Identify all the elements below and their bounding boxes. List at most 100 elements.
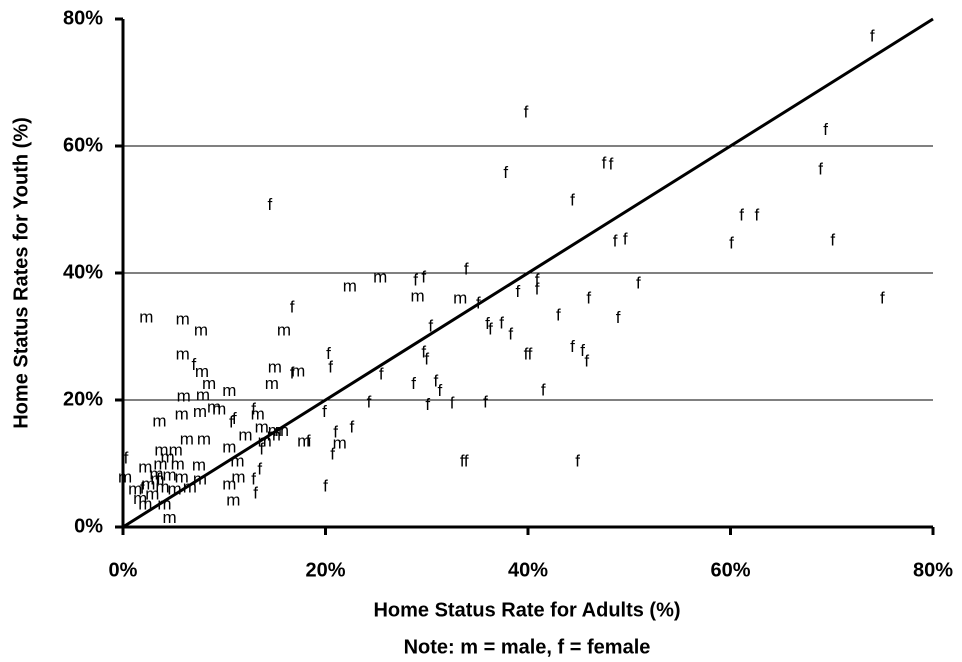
- point: m: [275, 421, 289, 440]
- point: m: [202, 374, 216, 393]
- point: m: [222, 381, 236, 400]
- point: f: [503, 163, 508, 182]
- point: f: [528, 344, 533, 363]
- point: f: [609, 155, 614, 174]
- point: m: [162, 466, 176, 485]
- note: Note: m = male, f = female: [404, 636, 651, 658]
- point: f: [488, 320, 493, 339]
- point: f: [290, 297, 295, 316]
- point: f: [729, 233, 734, 252]
- point: f: [257, 459, 262, 478]
- point: m: [154, 440, 168, 459]
- point: m: [192, 456, 206, 475]
- point: m: [267, 426, 281, 445]
- y-tick-label: 60%: [63, 134, 103, 156]
- point: f: [379, 365, 384, 384]
- point: m: [453, 289, 467, 308]
- point: f: [570, 191, 575, 210]
- point: f: [306, 431, 311, 450]
- point: f: [290, 363, 295, 382]
- point: m: [373, 268, 387, 287]
- point: m: [145, 485, 159, 504]
- y-tick-label: 0%: [74, 515, 103, 537]
- y-tick-label: 40%: [63, 261, 103, 283]
- point: m: [265, 374, 279, 393]
- point: m: [226, 490, 240, 509]
- point: m: [171, 454, 185, 473]
- point: f: [499, 313, 504, 332]
- point: m: [128, 480, 142, 499]
- point: f: [623, 229, 628, 248]
- point: f: [616, 308, 621, 327]
- point: f: [232, 409, 237, 428]
- point: f: [323, 476, 328, 495]
- point: f: [411, 374, 416, 393]
- point: m: [268, 421, 282, 440]
- point: f: [818, 160, 823, 179]
- point: f: [424, 349, 429, 368]
- point: f: [823, 120, 828, 139]
- point: f: [413, 271, 418, 290]
- point: m: [133, 489, 147, 508]
- point: f: [251, 469, 256, 488]
- point: m: [277, 320, 291, 339]
- point: m: [411, 287, 425, 306]
- point: m: [251, 405, 265, 424]
- point: m: [118, 468, 132, 487]
- point: m: [183, 478, 197, 497]
- point: f: [192, 355, 197, 374]
- point: m: [291, 362, 305, 381]
- point: m: [258, 431, 272, 450]
- point: m: [162, 508, 176, 527]
- x-tick-label: 20%: [305, 559, 345, 581]
- point: f: [754, 205, 759, 224]
- point: m: [160, 447, 174, 466]
- point: f: [556, 306, 561, 325]
- point: m: [222, 475, 236, 494]
- y-tick-label: 80%: [63, 7, 103, 29]
- point: m: [194, 320, 208, 339]
- point: m: [222, 438, 236, 457]
- point: m: [168, 480, 182, 499]
- point: f: [584, 351, 589, 370]
- point: f: [524, 344, 529, 363]
- point: f: [464, 452, 469, 471]
- point: f: [421, 342, 426, 361]
- point: m: [196, 386, 210, 405]
- point: m: [268, 358, 282, 377]
- point: f: [535, 271, 540, 290]
- point: f: [524, 102, 529, 121]
- point: f: [349, 417, 354, 436]
- point: f: [602, 153, 607, 172]
- point: f: [140, 478, 145, 497]
- x-tick-label: 40%: [508, 559, 548, 581]
- diagonal: [122, 17, 934, 529]
- point: m: [195, 362, 209, 381]
- point: m: [255, 417, 269, 436]
- point: f: [328, 358, 333, 377]
- x-tick-label: 80%: [913, 559, 953, 581]
- point: f: [541, 381, 546, 400]
- x-tick-label: 60%: [710, 559, 750, 581]
- point: m: [141, 475, 155, 494]
- point: m: [238, 426, 252, 445]
- point: f: [326, 344, 331, 363]
- point: m: [139, 308, 153, 327]
- point: m: [176, 309, 190, 328]
- point: m: [175, 468, 189, 487]
- point: f: [535, 280, 540, 299]
- point: m: [180, 429, 194, 448]
- point: m: [138, 494, 152, 513]
- point: f: [156, 469, 161, 488]
- point: m: [157, 494, 171, 513]
- point: f: [464, 259, 469, 278]
- point: f: [460, 452, 465, 471]
- point: m: [207, 398, 221, 417]
- point: f: [438, 381, 443, 400]
- point: f: [575, 452, 580, 471]
- point: m: [177, 386, 191, 405]
- point: m: [231, 468, 245, 487]
- point: f: [330, 445, 335, 464]
- point: f: [267, 195, 272, 214]
- point: m: [175, 405, 189, 424]
